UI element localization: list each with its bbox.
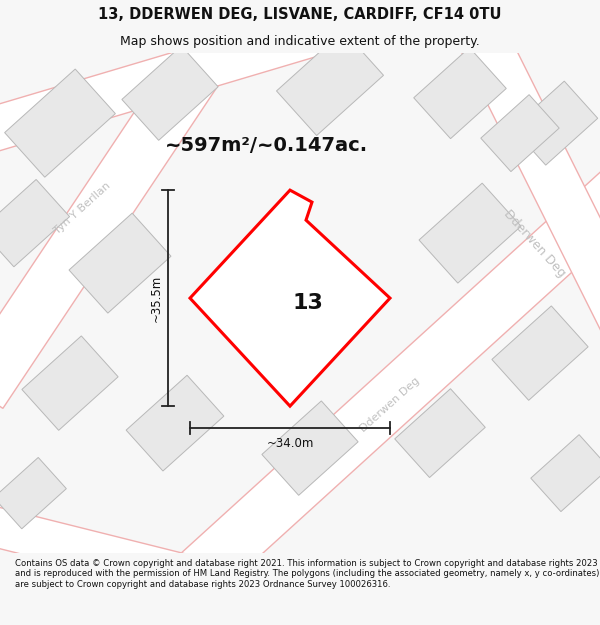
Text: 13, DDERWEN DEG, LISVANE, CARDIFF, CF14 0TU: 13, DDERWEN DEG, LISVANE, CARDIFF, CF14 …	[98, 8, 502, 22]
Polygon shape	[0, 1, 356, 155]
Polygon shape	[22, 336, 118, 431]
Polygon shape	[481, 94, 559, 172]
Text: Contains OS data © Crown copyright and database right 2021. This information is : Contains OS data © Crown copyright and d…	[15, 559, 599, 589]
Polygon shape	[531, 434, 600, 512]
Polygon shape	[69, 213, 171, 313]
Polygon shape	[0, 179, 70, 267]
Text: ~35.5m: ~35.5m	[150, 274, 163, 322]
Polygon shape	[414, 48, 506, 139]
Polygon shape	[190, 190, 390, 406]
Polygon shape	[182, 152, 600, 594]
Polygon shape	[419, 183, 521, 283]
Polygon shape	[0, 504, 185, 592]
Polygon shape	[492, 306, 588, 401]
Text: Dderwen Deg: Dderwen Deg	[502, 207, 569, 279]
Polygon shape	[395, 389, 485, 478]
Text: Tyn Y Berllan: Tyn Y Berllan	[52, 181, 112, 236]
Polygon shape	[277, 31, 383, 136]
Polygon shape	[0, 458, 67, 529]
Polygon shape	[512, 81, 598, 165]
Polygon shape	[458, 22, 600, 364]
Polygon shape	[0, 18, 243, 408]
Polygon shape	[262, 401, 358, 496]
Polygon shape	[226, 228, 298, 299]
Polygon shape	[5, 69, 115, 178]
Polygon shape	[126, 375, 224, 471]
Polygon shape	[122, 46, 218, 141]
Text: 13: 13	[293, 293, 323, 313]
Text: Dderwen Deg: Dderwen Deg	[358, 376, 422, 434]
Text: ~34.0m: ~34.0m	[266, 437, 314, 450]
Polygon shape	[273, 294, 343, 362]
Text: Map shows position and indicative extent of the property.: Map shows position and indicative extent…	[120, 35, 480, 48]
Text: ~597m²/~0.147ac.: ~597m²/~0.147ac.	[165, 136, 368, 154]
